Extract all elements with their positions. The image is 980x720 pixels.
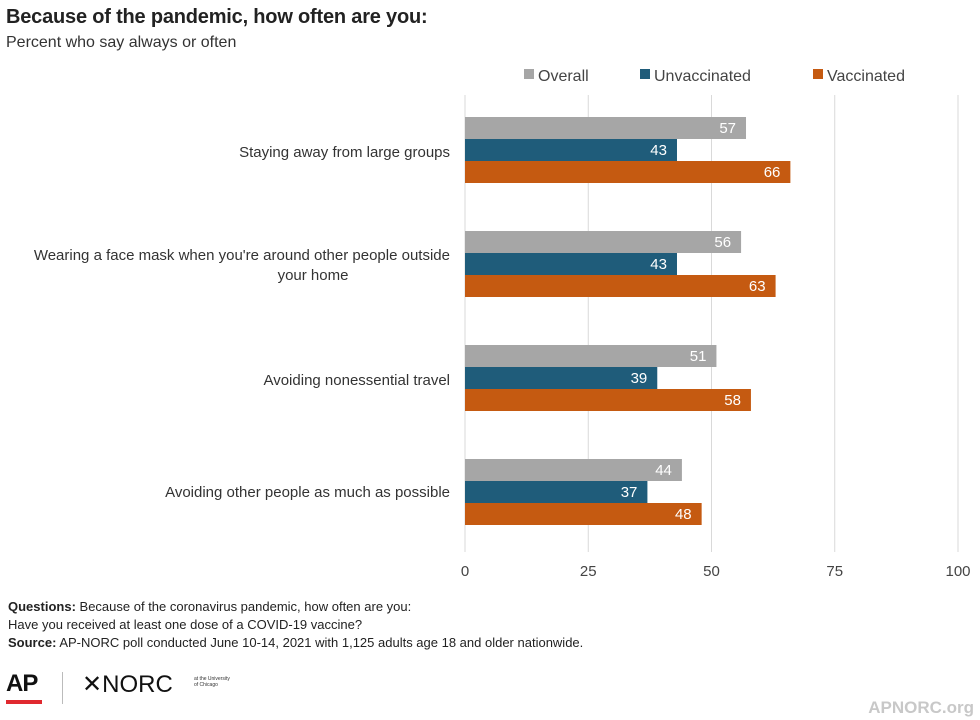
questions-text-2: Have you received at least one dose of a… <box>8 617 363 632</box>
legend-swatch <box>640 69 650 79</box>
bar <box>465 161 791 183</box>
legend-label: Overall <box>538 68 589 85</box>
legend-label: Vaccinated <box>827 68 905 85</box>
category-label: Avoiding other people as much as possibl… <box>165 484 450 501</box>
source-label: Source: <box>8 635 57 650</box>
data-label: 43 <box>650 256 667 273</box>
bar <box>465 139 677 161</box>
data-label: 44 <box>655 462 672 479</box>
x-tick-label: 25 <box>580 563 597 580</box>
bar <box>465 345 717 367</box>
legend-swatch <box>813 69 823 79</box>
source-line: Source: AP-NORC poll conducted June 10-1… <box>8 634 583 652</box>
data-label: 48 <box>675 506 692 523</box>
questions-line-1: Questions: Because of the coronavirus pa… <box>8 598 583 616</box>
bar <box>465 459 682 481</box>
x-tick-label: 75 <box>826 563 843 580</box>
category-label: Staying away from large groups <box>239 144 450 161</box>
x-tick-label: 100 <box>945 563 970 580</box>
bar <box>465 231 742 253</box>
site-url: APNORC.org <box>868 698 974 717</box>
norc-logo: ✕NORC <box>82 671 173 698</box>
bar <box>465 389 751 411</box>
bar <box>465 117 747 139</box>
norc-logo-subtext: at the University of Chicago <box>194 676 230 688</box>
ap-logo: AP <box>6 670 38 697</box>
data-label: 43 <box>650 142 667 159</box>
data-label: 56 <box>714 234 731 251</box>
data-label: 66 <box>764 164 781 181</box>
questions-text-1: Because of the coronavirus pandemic, how… <box>79 599 412 614</box>
bar-chart: 0 25 50 75 100 Overall Unvaccinated Vaccinated S… <box>34 68 971 580</box>
legend-swatch <box>524 69 534 79</box>
data-label: 37 <box>621 484 638 501</box>
data-label: 51 <box>690 348 707 365</box>
legend-label: Unvaccinated <box>654 68 751 85</box>
x-tick-label: 0 <box>461 563 469 580</box>
logo-divider <box>62 672 63 704</box>
bar <box>465 481 648 503</box>
category-label: Avoiding nonessential travel <box>263 372 450 389</box>
chart-notes: Questions: Because of the coronavirus pa… <box>8 598 583 652</box>
source-text: AP-NORC poll conducted June 10-14, 2021 … <box>59 635 584 650</box>
questions-label: Questions: <box>8 599 76 614</box>
bar <box>465 275 776 297</box>
data-label: 58 <box>724 392 741 409</box>
ap-logo-underline <box>6 700 42 704</box>
bar <box>465 503 702 525</box>
bar <box>465 253 677 275</box>
chart-title: Because of the pandemic, how often are y… <box>6 6 428 28</box>
bar <box>465 367 658 389</box>
data-label: 39 <box>631 370 648 387</box>
chart-subtitle: Percent who say always or often <box>6 34 237 51</box>
data-label: 57 <box>719 120 736 137</box>
x-tick-label: 50 <box>703 563 720 580</box>
data-label: 63 <box>749 278 766 295</box>
category-label: Wearing a face mask when you're around o… <box>34 247 450 284</box>
